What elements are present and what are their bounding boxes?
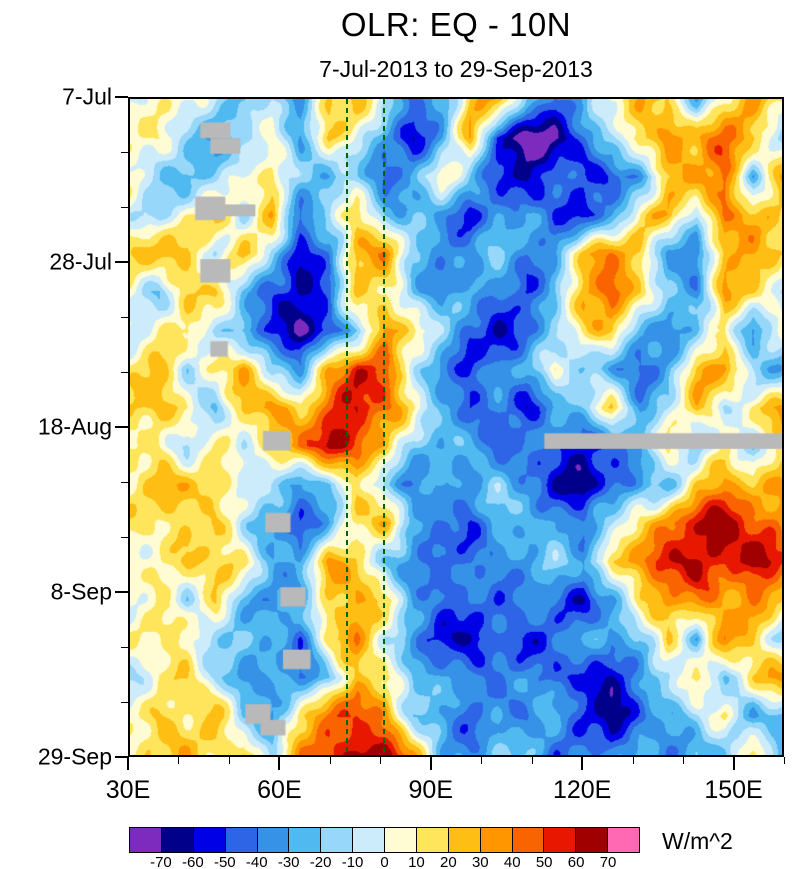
x-tick-label: 30E <box>105 776 151 804</box>
y-major-tick <box>115 426 128 428</box>
colorbar-cell <box>415 828 448 852</box>
colorbar-tick-label: 40 <box>503 854 521 869</box>
colorbar-tick-label: -50 <box>213 854 236 869</box>
x-minor-tick <box>481 757 483 764</box>
colorbar-tick-label: -20 <box>309 854 332 869</box>
x-minor-tick <box>178 757 180 764</box>
y-major-tick <box>115 96 128 98</box>
x-minor-tick <box>228 757 230 764</box>
chart-subtitle: 7-Jul-2013 to 29-Sep-2013 <box>319 56 593 82</box>
y-tick-label: 18-Aug <box>37 413 112 440</box>
y-major-tick <box>115 591 128 593</box>
colorbar-tick-label: 0 <box>380 854 389 869</box>
y-tick-label: 8-Sep <box>50 578 112 605</box>
colorbar-units-label: W/m^2 <box>662 828 733 854</box>
reference-longitude-line <box>383 99 386 755</box>
y-minor-tick <box>121 207 128 208</box>
colorbar-cell <box>575 828 608 852</box>
x-major-tick <box>429 757 432 770</box>
colorbar-cell <box>288 828 321 852</box>
colorbar-cell <box>256 828 289 852</box>
colorbar-tick-label: 10 <box>408 854 425 869</box>
colorbar-tick-label: 20 <box>440 854 457 869</box>
colorbar-cell <box>224 828 257 852</box>
x-minor-tick <box>329 757 331 764</box>
y-tick-label: 7-Jul <box>62 83 112 110</box>
colorbar-tick-label: 30 <box>471 854 489 869</box>
colorbar-tick-label: 50 <box>535 854 553 869</box>
colorbar-cell <box>384 828 416 852</box>
x-major-tick <box>732 757 735 770</box>
colorbar-cell <box>543 828 576 852</box>
colorbar-cell <box>479 828 512 852</box>
colorbar-tick-label: -30 <box>277 854 300 869</box>
colorbar-tick-label: 60 <box>567 854 585 869</box>
colorbar-tick-label: -10 <box>341 854 364 869</box>
y-minor-tick <box>121 372 128 373</box>
x-tick-label: 150E <box>704 776 763 804</box>
x-major-tick <box>278 757 281 770</box>
colorbar-tick-label: 70 <box>599 854 617 869</box>
chart-title: OLR: EQ - 10N <box>340 6 572 43</box>
colorbar-cell <box>511 828 544 852</box>
colorbar-cell <box>160 828 193 852</box>
colorbar-cell <box>352 828 384 852</box>
plot-area <box>128 97 784 757</box>
y-major-tick <box>115 756 128 758</box>
colorbar <box>129 827 640 853</box>
colorbar-tick-label: -70 <box>150 854 172 869</box>
colorbar-cell <box>130 828 161 852</box>
colorbar-cell <box>320 828 353 852</box>
x-minor-tick <box>683 757 685 764</box>
x-tick-label: 90E <box>408 776 454 804</box>
colorbar-cell <box>192 828 225 852</box>
y-tick-label: 28-Jul <box>49 248 112 275</box>
x-major-tick <box>127 757 129 770</box>
reference-longitude-line <box>345 99 348 755</box>
x-major-tick <box>581 757 584 770</box>
y-minor-tick <box>121 647 128 648</box>
colorbar-tick-label: -40 <box>245 854 268 869</box>
x-minor-tick <box>380 757 382 764</box>
y-tick-label: 29-Sep <box>37 743 112 770</box>
x-tick-label: 120E <box>552 776 612 804</box>
y-minor-tick <box>121 537 128 538</box>
x-tick-label: 60E <box>257 776 302 804</box>
colorbar-cell <box>447 828 480 852</box>
heatmap-canvas <box>130 99 782 755</box>
x-minor-tick <box>531 757 533 764</box>
y-minor-tick <box>121 482 128 483</box>
x-minor-tick <box>632 757 634 764</box>
colorbar-tick-label: -60 <box>182 854 204 869</box>
colorbar-cell <box>607 828 639 852</box>
y-minor-tick <box>121 702 128 703</box>
y-minor-tick <box>121 317 128 318</box>
x-minor-tick <box>784 757 785 764</box>
y-major-tick <box>115 261 128 263</box>
y-minor-tick <box>121 152 128 153</box>
